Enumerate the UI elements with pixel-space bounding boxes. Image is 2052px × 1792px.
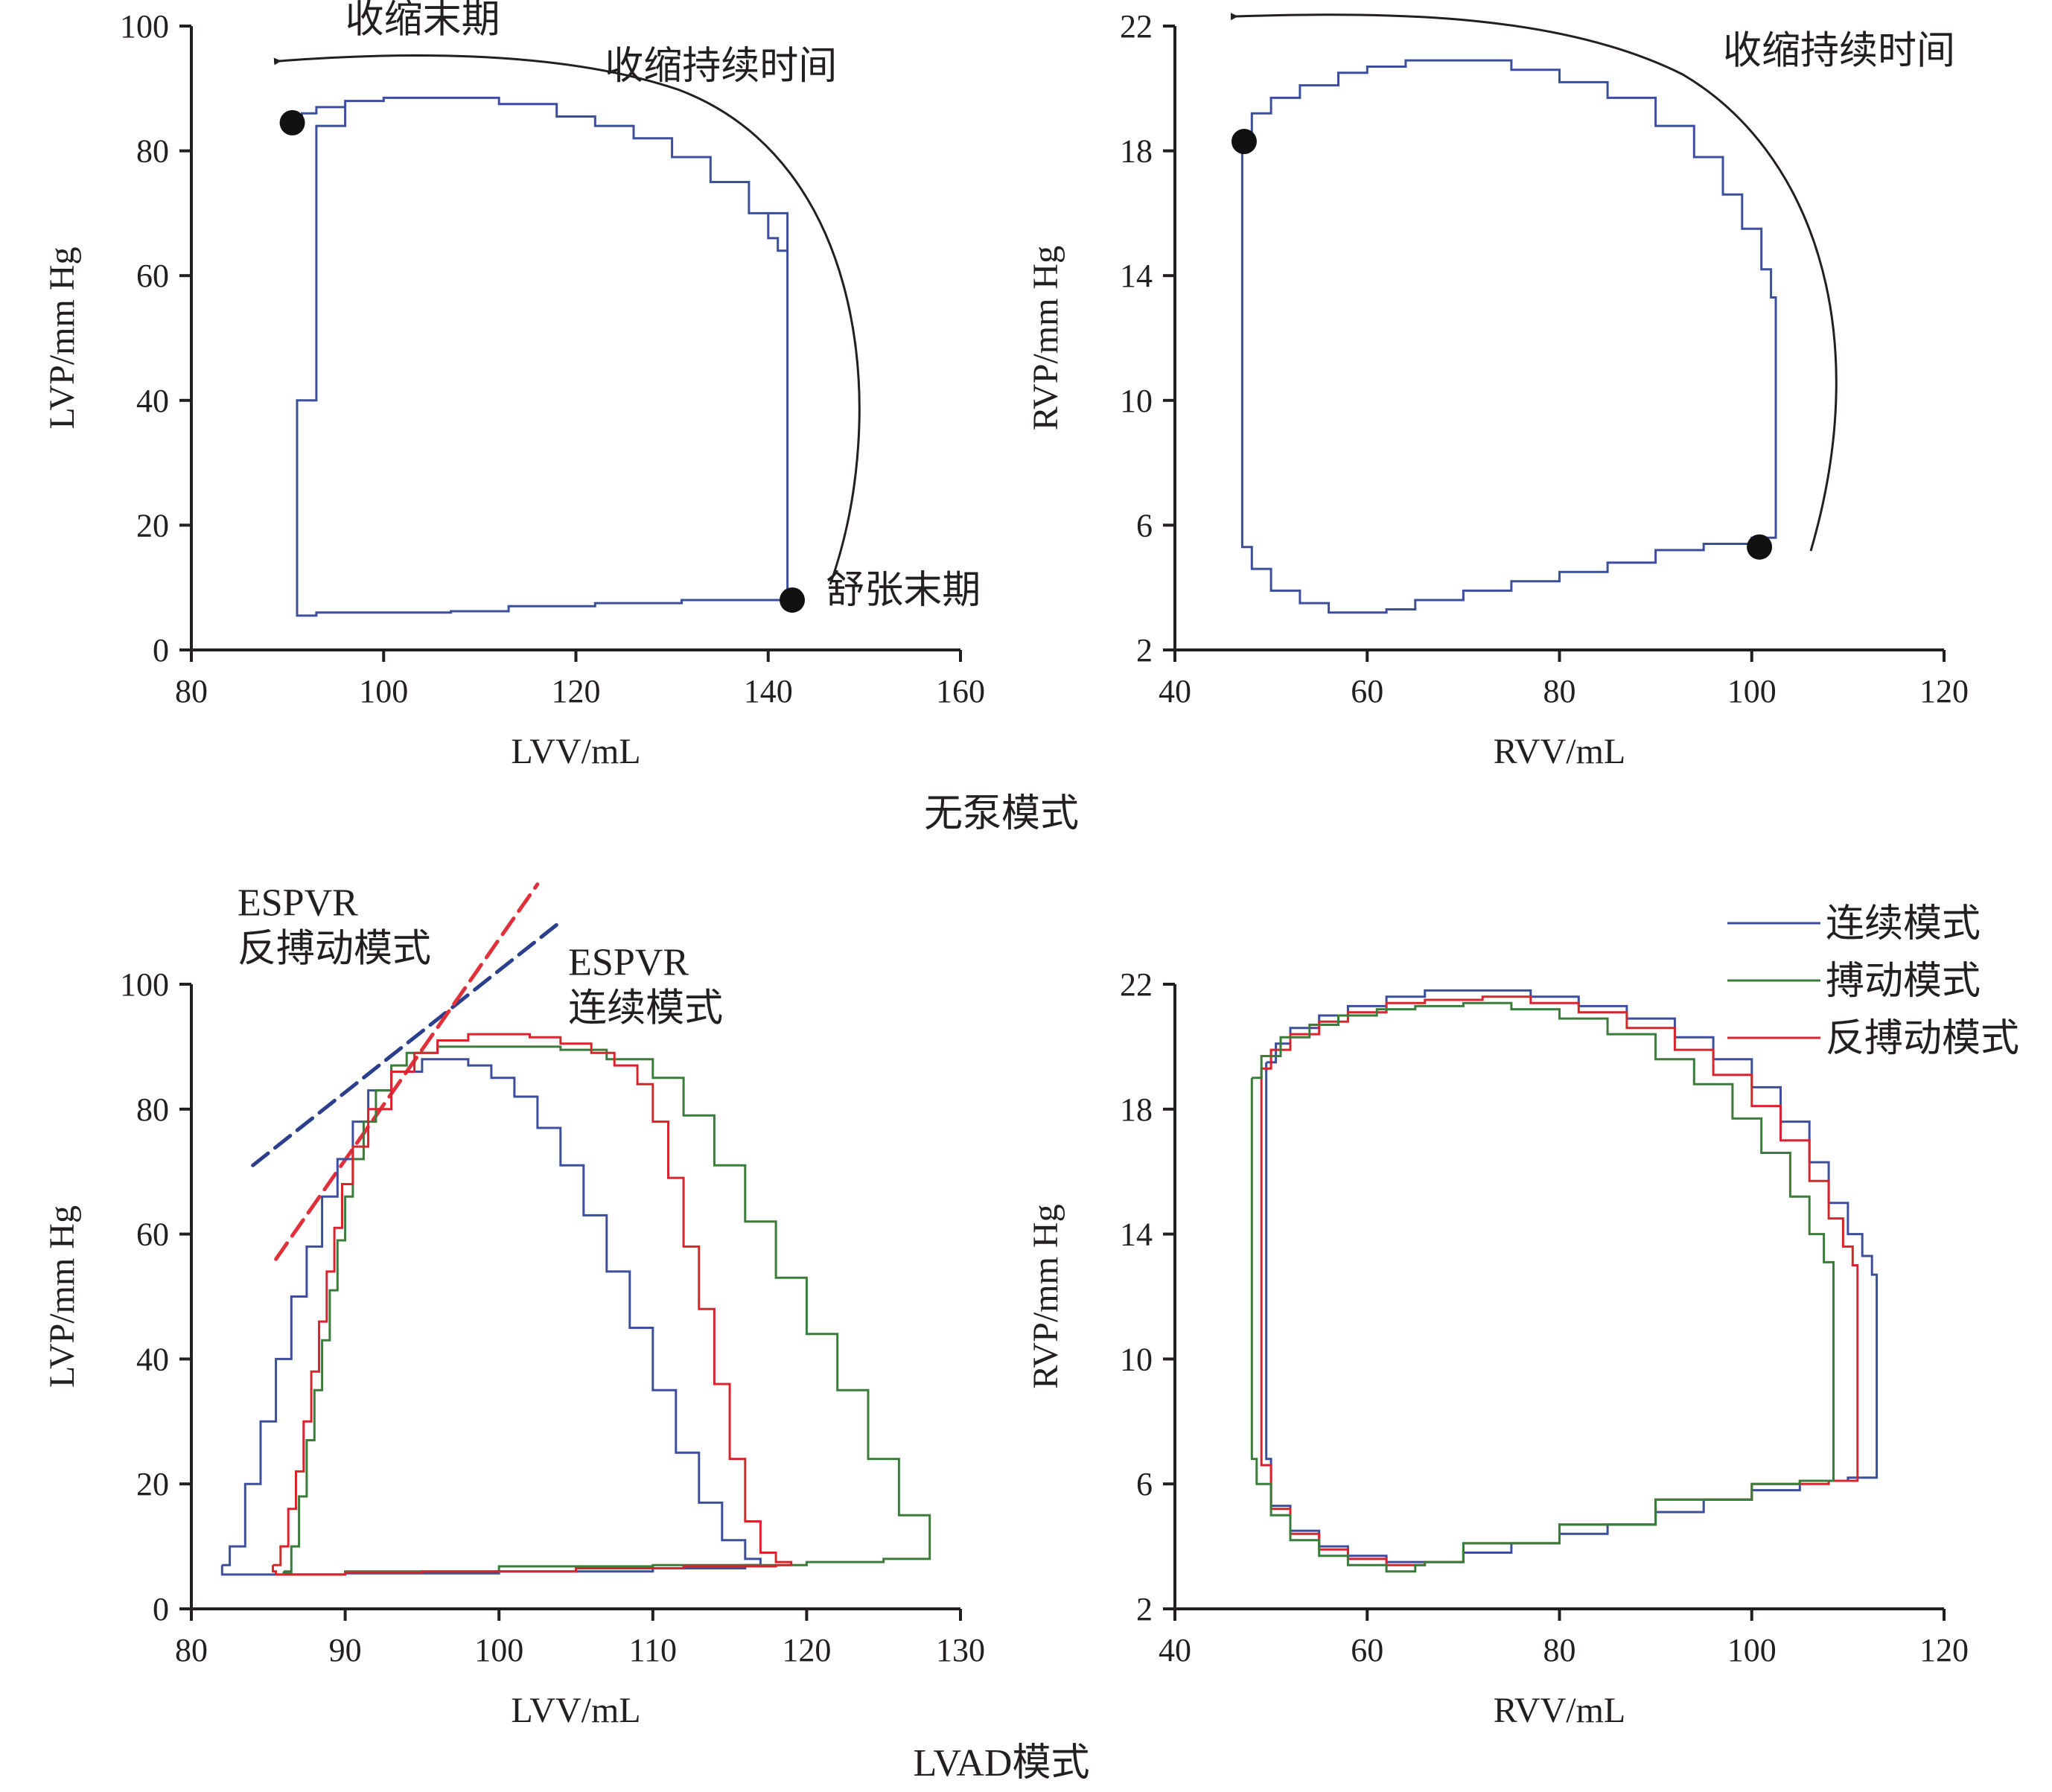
- pv-loop-series: [1240, 59, 1777, 614]
- x-tick-label: 100: [359, 673, 408, 710]
- caption-bottom: LVAD模式: [914, 1742, 1090, 1785]
- y-tick-label: 18: [1120, 1091, 1153, 1128]
- annotation-text: 收缩持续时间: [1723, 30, 1955, 72]
- y-tick-label: 0: [153, 632, 169, 669]
- y-tick-label: 60: [136, 258, 169, 294]
- point-marker: [1747, 534, 1773, 560]
- pv-loop-series: [1265, 989, 1879, 1563]
- y-axis-label: LVP/mm Hg: [42, 1205, 82, 1388]
- y-tick-label: 2: [1136, 632, 1153, 669]
- y-tick-label: 100: [120, 966, 169, 1003]
- chart-lv-nopump: 80 100 120 140 160 0 20 40 60 80 100 LVV/mL LVP/mm H…: [42, 0, 985, 771]
- y-tick-label: 22: [1120, 8, 1153, 45]
- y-tick-label: 10: [1120, 383, 1153, 419]
- y-tick-label: 0: [153, 1591, 169, 1627]
- y-tick-label: 14: [1120, 258, 1153, 294]
- y-axis-label: RVP/mm Hg: [1026, 1204, 1065, 1388]
- x-axis-label: RVV/mL: [1494, 1691, 1626, 1730]
- legend-label: 搏动模式: [1826, 960, 1981, 1003]
- pv-loop-series: [1250, 1001, 1835, 1573]
- pv-loop-series: [1260, 995, 1859, 1566]
- y-tick-label: 10: [1120, 1341, 1153, 1377]
- y-axis-label: LVP/mm Hg: [42, 247, 82, 430]
- x-tick-label: 110: [629, 1632, 677, 1668]
- x-tick-label: 120: [552, 673, 601, 710]
- systole-arrow: [1230, 13, 1838, 552]
- annotation-text: ESPVR 连续模式: [568, 941, 723, 1030]
- y-tick-label: 80: [136, 133, 169, 170]
- espvr-line: [251, 919, 563, 1167]
- x-tick-label: 60: [1351, 1632, 1383, 1668]
- x-tick-label: 120: [1919, 1632, 1969, 1668]
- pv-loop-series: [296, 96, 789, 617]
- y-tick-label: 18: [1120, 133, 1153, 170]
- pv-loop-series: [282, 1045, 931, 1576]
- y-axis-label: RVP/mm Hg: [1026, 246, 1065, 430]
- y-tick-label: 80: [136, 1091, 169, 1128]
- x-tick-label: 80: [1543, 1632, 1576, 1668]
- x-tick-label: 80: [175, 673, 208, 710]
- y-tick-label: 22: [1120, 966, 1153, 1003]
- y-tick-label: 40: [136, 1341, 169, 1377]
- x-tick-label: 90: [329, 1632, 362, 1668]
- x-tick-label: 100: [474, 1632, 523, 1668]
- chart-rv-lvad: 40 60 80 100 120 2 6 10 14 18 22 RVV/mL RVP/mm Hg 连续模…: [1026, 903, 2019, 1730]
- x-tick-label: 140: [744, 673, 793, 710]
- x-tick-label: 120: [782, 1632, 831, 1668]
- annotation-text: 收缩持续时间: [605, 45, 837, 88]
- caption-top: 无泵模式: [924, 793, 1079, 835]
- y-tick-label: 40: [136, 383, 169, 419]
- annotation-text: 舒张末期: [826, 570, 981, 612]
- x-tick-label: 40: [1159, 673, 1191, 710]
- x-tick-label: 100: [1727, 1632, 1777, 1668]
- x-axis-label: LVV/mL: [511, 732, 640, 771]
- point-marker: [1231, 129, 1257, 155]
- legend-label: 反搏动模式: [1826, 1018, 2019, 1060]
- x-axis-label: LVV/mL: [511, 1691, 640, 1730]
- y-tick-label: 20: [136, 507, 169, 543]
- x-tick-label: 120: [1919, 673, 1969, 710]
- x-tick-label: 60: [1351, 673, 1383, 710]
- annotation-text: 收缩末期: [345, 0, 500, 41]
- x-tick-label: 80: [1543, 673, 1576, 710]
- point-marker: [279, 109, 305, 135]
- x-tick-label: 100: [1727, 673, 1777, 710]
- x-tick-label: 80: [175, 1632, 208, 1668]
- chart-lv-lvad: 80 90 100 110 120 130 0 20 40 60 80 100 LVV/mL LVP/mm…: [42, 882, 985, 1730]
- y-tick-label: 100: [120, 8, 169, 45]
- y-tick-label: 2: [1136, 1591, 1153, 1627]
- y-tick-label: 60: [136, 1217, 169, 1253]
- x-tick-label: 40: [1159, 1632, 1191, 1668]
- point-marker: [780, 587, 806, 613]
- x-axis-label: RVV/mL: [1494, 732, 1626, 771]
- pv-loop-series: [272, 1033, 793, 1576]
- systole-arrow: [273, 54, 861, 585]
- x-tick-label: 160: [936, 673, 985, 710]
- chart-rv-nopump: 40 60 80 100 120 2 6 10 14 18 22 RVV/mL RVP/mm Hg 收缩持…: [1026, 8, 1969, 771]
- y-tick-label: 6: [1136, 1466, 1153, 1502]
- annotation-text: ESPVR 反搏动模式: [238, 882, 431, 971]
- x-tick-label: 130: [936, 1632, 985, 1668]
- y-tick-label: 20: [136, 1466, 169, 1502]
- y-tick-label: 6: [1136, 507, 1153, 543]
- y-tick-label: 14: [1120, 1217, 1153, 1253]
- legend-label: 连续模式: [1826, 903, 1981, 946]
